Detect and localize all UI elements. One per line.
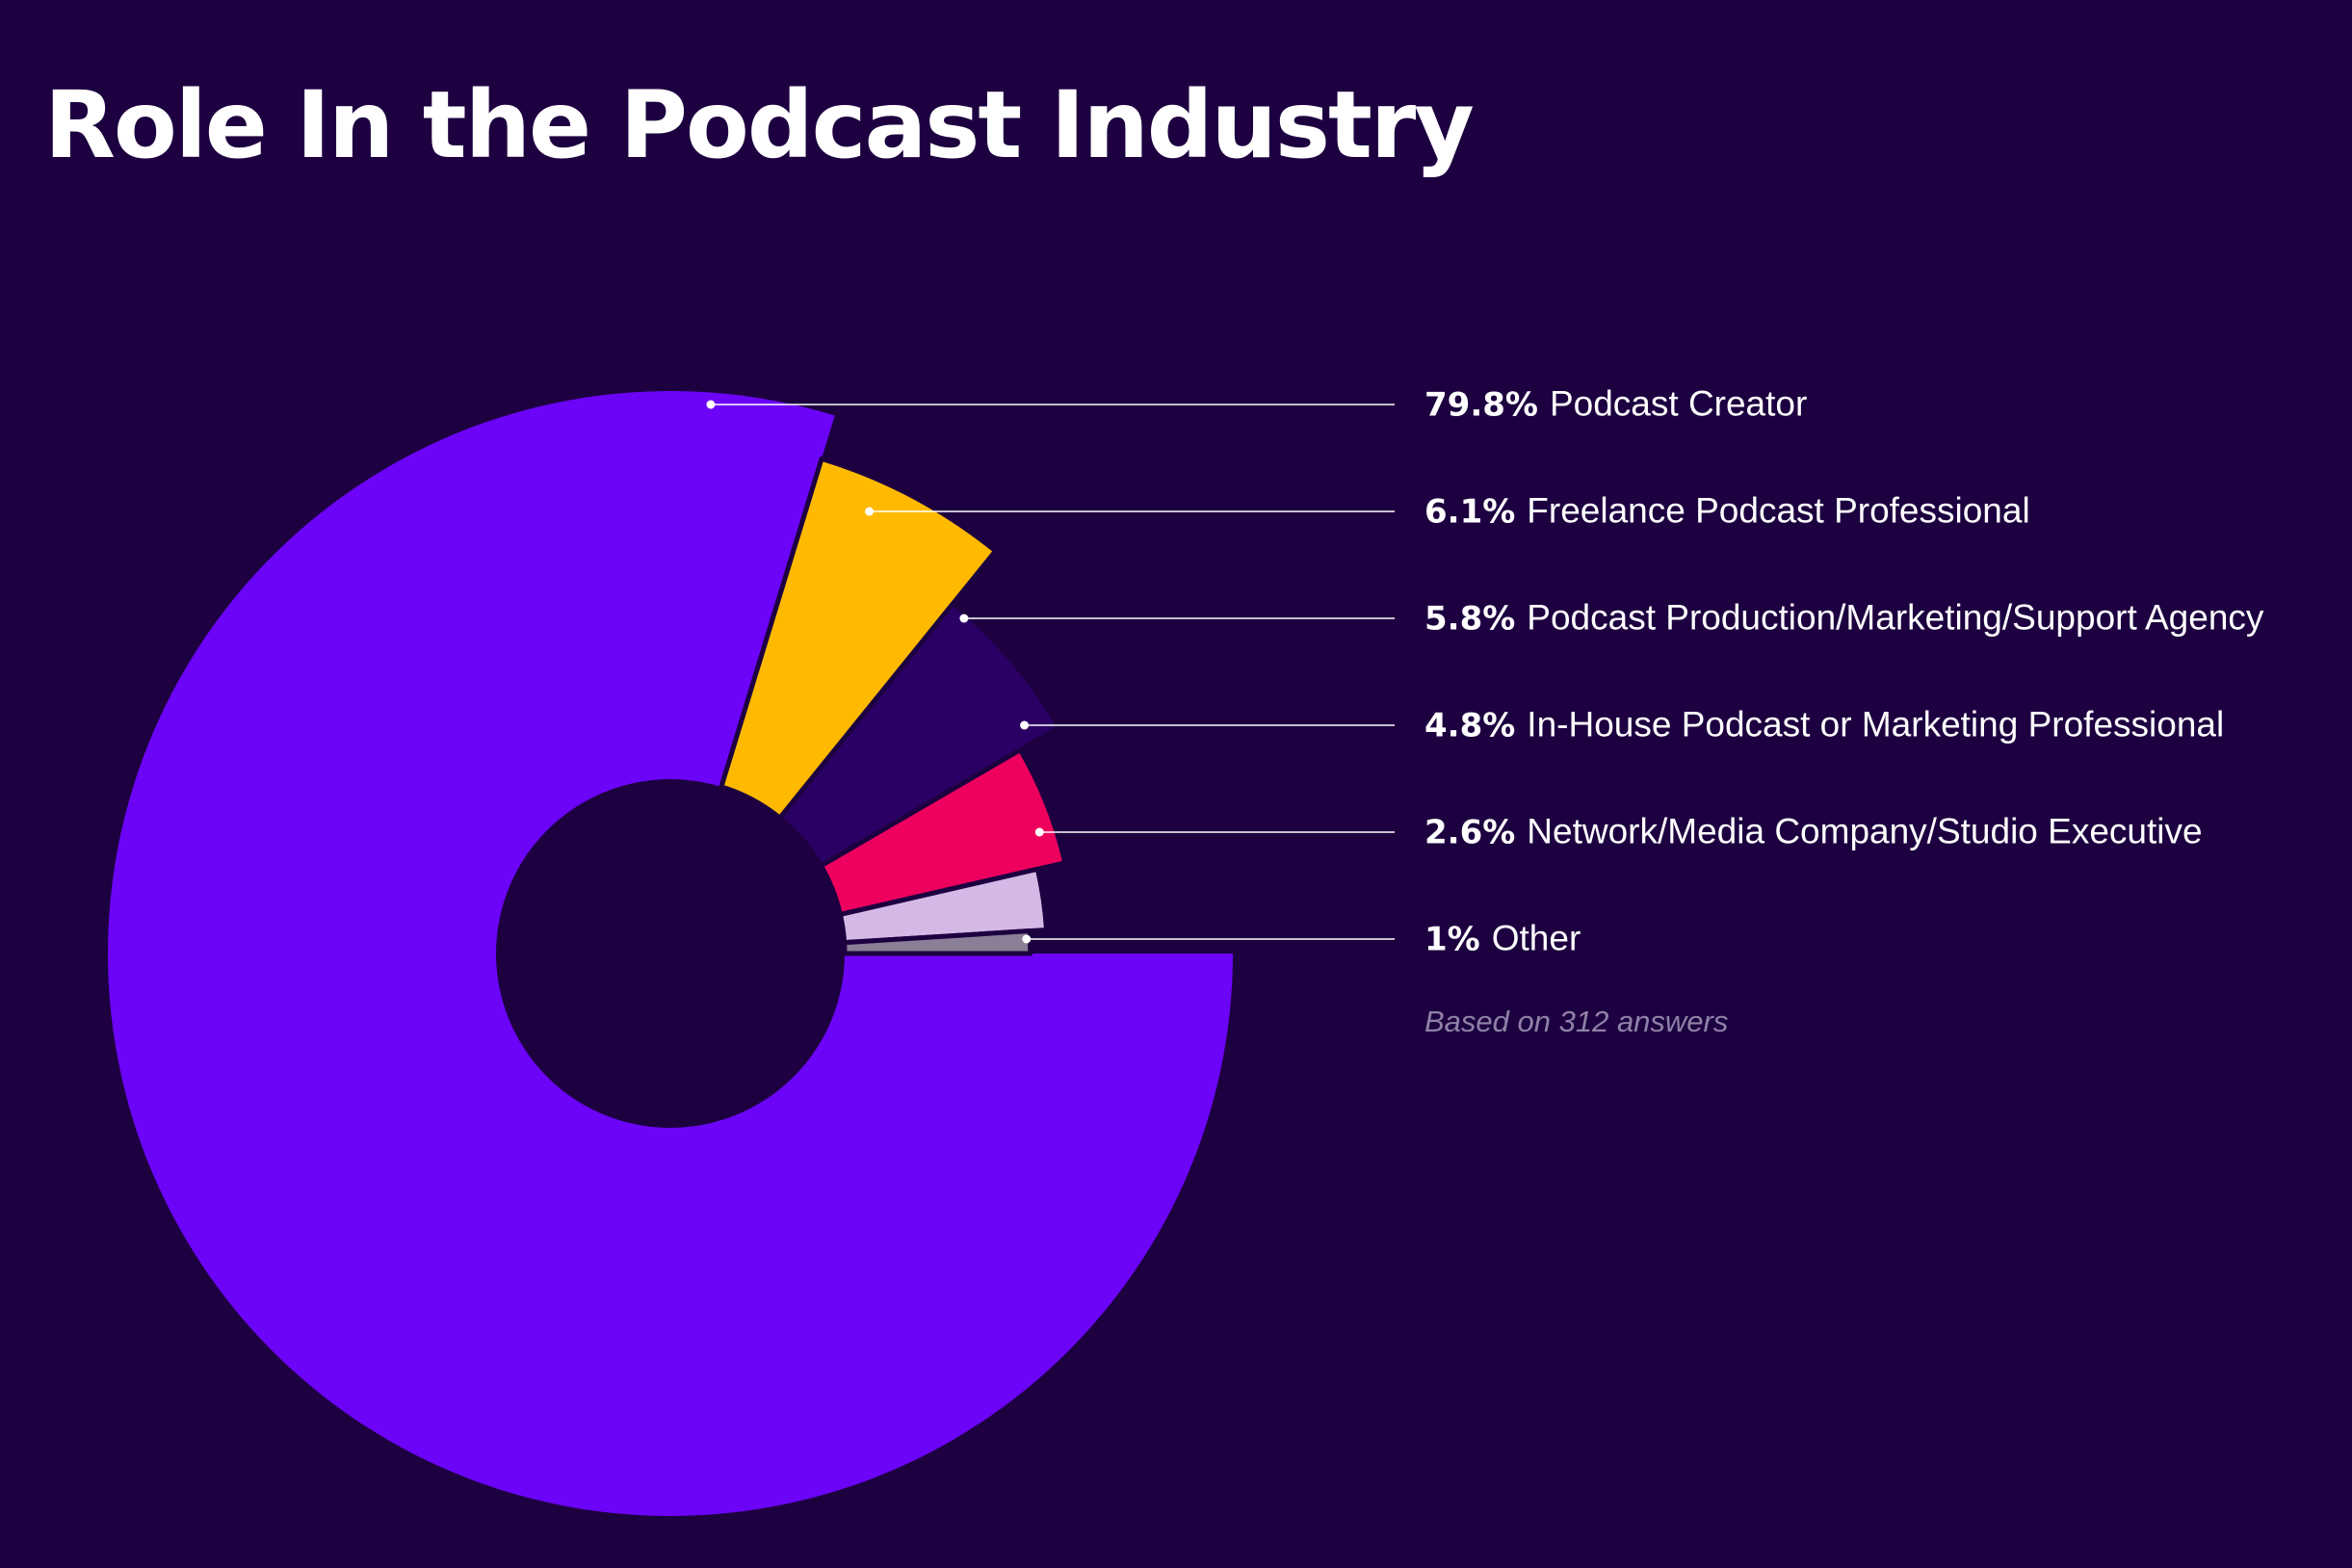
sample-size-note: Based on 312 answers bbox=[1424, 1005, 1729, 1038]
legend-label-text: Podcast Production/Marketing/Support Age… bbox=[1527, 597, 2264, 638]
legend-item: 5.8% Podcast Production/Marketing/Support… bbox=[1424, 597, 2263, 640]
legend-value: 79.8% bbox=[1424, 385, 1538, 425]
leader-dot bbox=[1020, 720, 1030, 730]
legend-value: 5.8% bbox=[1424, 599, 1516, 639]
leader-dot bbox=[1022, 934, 1032, 944]
leader-dot bbox=[865, 507, 875, 516]
legend-value: 6.1% bbox=[1424, 492, 1516, 532]
leader-lines bbox=[706, 400, 1395, 944]
legend-label-text: In-House Podcast or Marketing Profession… bbox=[1527, 704, 2225, 745]
slice-podcast-production-marketing-support-agency bbox=[777, 601, 1062, 869]
leader-dot bbox=[706, 400, 716, 409]
legend-item: 79.8% Podcast Creator bbox=[1424, 383, 1807, 427]
legend-value: 2.6% bbox=[1424, 813, 1516, 852]
slice-other bbox=[842, 928, 1033, 956]
legend-label-text: Network/Media Company/Studio Executive bbox=[1527, 811, 2203, 851]
legend-item: 4.8% In-House Podcast or Marketing Profes… bbox=[1424, 704, 2224, 747]
legend-label-text: Podcast Creator bbox=[1549, 383, 1808, 424]
slice-podcast-creator bbox=[107, 391, 1233, 1517]
legend-label-text: Freelance Podcast Professional bbox=[1527, 490, 2030, 531]
slice-in-house-podcast-or-marketing-professional bbox=[818, 746, 1068, 917]
legend-label-text: Other bbox=[1491, 918, 1581, 958]
slice-freelance-podcast-professional bbox=[719, 456, 999, 821]
chart-title: Role In the Podcast Industry bbox=[44, 71, 1475, 179]
slices bbox=[107, 391, 1233, 1517]
legend-value: 1% bbox=[1424, 920, 1480, 959]
leader-dot bbox=[1034, 827, 1044, 837]
leader-dot bbox=[959, 614, 969, 623]
legend-item: 2.6% Network/Media Company/Studio Executi… bbox=[1424, 811, 2203, 854]
legend-item: 1% Other bbox=[1424, 918, 1581, 961]
legend-value: 4.8% bbox=[1424, 706, 1516, 745]
legend-item: 6.1% Freelance Podcast Professional bbox=[1424, 490, 2030, 534]
